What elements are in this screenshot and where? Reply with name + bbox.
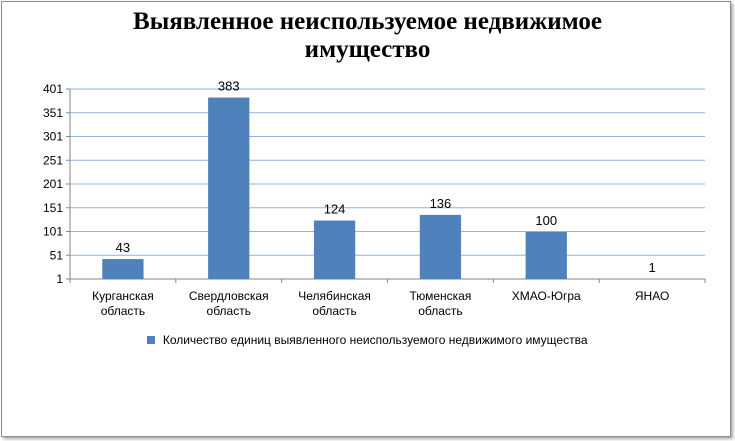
x-tick-label: ХМАО-Югра <box>512 289 581 303</box>
bar <box>525 231 567 279</box>
data-label: 1 <box>648 260 655 275</box>
bar <box>419 214 462 279</box>
x-tick-label: Свердловская <box>189 289 269 303</box>
y-tick-label: 1 <box>56 272 63 286</box>
chart-title: Выявленное неиспользуемое недвижимое иму… <box>0 8 735 64</box>
bar <box>208 97 250 279</box>
x-tick-label: Курганская <box>92 289 154 303</box>
x-tick-label: ЯНАО <box>635 289 669 303</box>
x-tick-label: область <box>101 304 145 318</box>
data-label: 43 <box>116 240 130 255</box>
data-label: 383 <box>218 79 240 94</box>
x-tick-label: область <box>418 304 462 318</box>
y-tick-label: 351 <box>43 106 63 120</box>
legend-label: Количество единиц выявленного неиспользу… <box>162 333 588 347</box>
x-tick-label: область <box>312 304 356 318</box>
data-label: 136 <box>430 196 452 211</box>
data-label: 124 <box>324 202 346 217</box>
y-tick-label: 51 <box>50 248 64 262</box>
legend: Количество единиц выявленного неиспользу… <box>0 333 735 347</box>
y-tick-label: 251 <box>43 153 63 167</box>
x-tick-label: Тюменская <box>409 289 471 303</box>
chart-title-line-2: имущество <box>304 36 431 63</box>
x-tick-label: область <box>207 304 251 318</box>
legend-swatch <box>147 335 156 344</box>
y-tick-label: 201 <box>43 177 63 191</box>
data-label: 100 <box>535 213 557 228</box>
y-tick-label: 301 <box>43 130 63 144</box>
y-tick-label: 101 <box>43 225 63 239</box>
chart-title-line-1: Выявленное неиспользуемое недвижимое <box>133 8 602 35</box>
y-tick-label: 151 <box>43 201 63 215</box>
x-tick-label: Челябинская <box>298 289 371 303</box>
bar <box>102 259 144 279</box>
bar <box>313 220 356 279</box>
y-tick-label: 401 <box>43 82 63 96</box>
